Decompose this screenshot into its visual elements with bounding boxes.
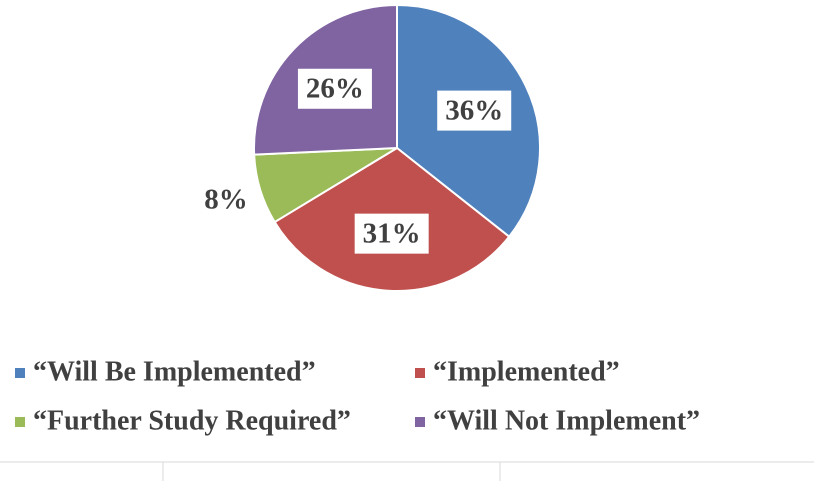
legend-label: “Implemented”	[433, 356, 620, 387]
data-label: 26%	[306, 72, 364, 104]
data-label: 36%	[445, 94, 503, 126]
legend-swatch	[15, 368, 25, 378]
data-label: 31%	[363, 217, 421, 249]
legend-label: “Will Be Implemented”	[33, 356, 316, 387]
legend-label: “Will Not Implement”	[433, 405, 700, 436]
legend-swatch	[415, 368, 425, 378]
legend-swatch	[415, 417, 425, 427]
label-box	[297, 68, 372, 109]
label-box	[437, 90, 512, 131]
legend-label: “Further Study Required”	[33, 405, 351, 436]
data-label: 8%	[204, 184, 248, 216]
label-box	[354, 213, 429, 254]
legend-swatch	[15, 417, 25, 427]
